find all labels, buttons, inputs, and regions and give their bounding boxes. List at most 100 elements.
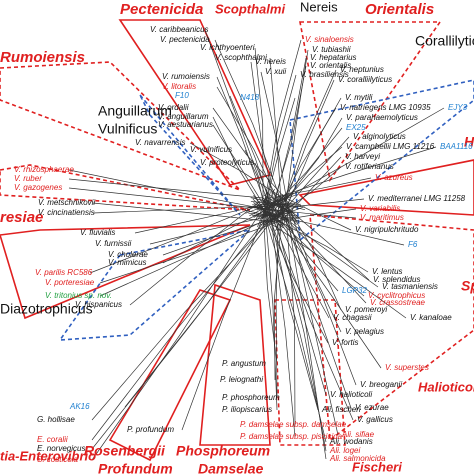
network-edge [263, 211, 329, 344]
species-label: V. cholerae [108, 250, 148, 259]
network-core [252, 198, 284, 229]
network-edge [91, 220, 266, 441]
network-edge [270, 219, 296, 438]
species-label: P. iliopiscarius [222, 405, 272, 414]
species-label: F6 [408, 240, 418, 249]
species-label: V. pectenicida [160, 35, 210, 44]
species-label: V. tubiashii [312, 45, 351, 54]
species-label: V. gazogenes [14, 183, 62, 192]
network-core [262, 191, 271, 227]
network-edge [277, 220, 369, 273]
clade-label: Vulnificus [98, 121, 157, 137]
species-label: EJY3 [448, 103, 468, 112]
network-core [262, 200, 293, 213]
network-core [249, 194, 291, 217]
network-edge [68, 178, 264, 199]
network-core [262, 197, 278, 220]
species-label: V. fortis [332, 338, 359, 347]
network-edges [68, 29, 445, 461]
network-core [253, 202, 287, 226]
species-label: V. aestuarianus [158, 120, 213, 129]
clade-label: Profundum [98, 461, 173, 474]
species-label: V. variabilis [360, 204, 400, 213]
species-label: V. parilis RC586 [35, 268, 93, 277]
network-edge [286, 204, 339, 436]
species-label: V. rhizosphaerae [14, 165, 74, 174]
species-label: V. halioticoli [330, 390, 372, 399]
network-edge [285, 215, 296, 426]
species-label: V. mytili [345, 93, 373, 102]
network-edge [91, 208, 264, 461]
species-label: G. hollisae [37, 415, 75, 424]
network-edge [214, 39, 285, 209]
network-edge [89, 203, 264, 274]
network-edge [282, 79, 335, 211]
network-core [256, 202, 290, 211]
species-label: BAA1116 [440, 142, 473, 151]
network-edge [216, 76, 264, 199]
network-edge [271, 107, 337, 223]
clade-outline [199, 283, 271, 446]
network-edge [149, 216, 268, 245]
clade-label: Fischeri [352, 459, 402, 474]
network-edge [212, 124, 272, 218]
network-core [264, 202, 297, 226]
network-edge [265, 97, 296, 205]
clade-label: H [464, 134, 474, 150]
network-core [250, 201, 302, 208]
species-label: V. porteresiae [45, 278, 95, 287]
network-core [272, 200, 288, 223]
species-label: P. leiognathi [220, 375, 263, 384]
species-label: V. rotiferianus [345, 162, 394, 171]
network-edge [269, 65, 307, 217]
species-label: LGP32 [342, 286, 367, 295]
species-label: V. ezurae [355, 403, 389, 412]
species-label: V. alginolyticus [353, 132, 406, 141]
species-label: N418 [240, 93, 260, 102]
species-label: V. pomeroyi [345, 305, 387, 314]
species-label: Ali. fischeri [321, 405, 361, 414]
network-edge [92, 202, 274, 223]
network-edge [276, 69, 337, 222]
species-label: V. maritimus [360, 213, 404, 222]
species-label: Ali. sifiae [341, 430, 375, 439]
species-label: V. rumoiensis [162, 72, 210, 81]
species-label: V. neptunius [340, 65, 384, 74]
network-edge [267, 200, 319, 411]
network-edge [212, 107, 288, 201]
species-label: V. caribbeanicus [150, 25, 209, 34]
clade-outline [139, 94, 241, 216]
clade-label: tia-Enterovibrio [0, 448, 96, 463]
species-label: V. scophthalmi [215, 53, 267, 62]
network-edge [284, 198, 327, 460]
network-core [254, 206, 305, 226]
network-edge [244, 149, 265, 206]
network-core [259, 203, 301, 226]
species-label: V. splendidus [373, 275, 420, 284]
species-label: P. damselae subsp. piscicida [240, 432, 343, 441]
species-label: V. orientalis [310, 61, 351, 70]
species-label: V. ichthyoenteri [200, 43, 255, 52]
network-edge [275, 206, 279, 399]
species-label: P. profundum [127, 425, 174, 434]
species-label: E. coralii [37, 435, 68, 444]
clade-label: Halioticoli [418, 379, 474, 394]
species-label: V. nereis [255, 57, 286, 66]
species-label: V. hispanicus [75, 300, 122, 309]
network-edge [286, 205, 342, 311]
network-core [266, 191, 298, 222]
network-core [279, 193, 288, 229]
network-edge [260, 71, 287, 200]
clade-label: Diazotrophicus [0, 301, 93, 317]
network-core [268, 201, 293, 225]
species-label: V. tasmaniensis [382, 282, 438, 291]
network-edge [283, 218, 339, 292]
network-core [274, 197, 287, 221]
clade-label: Anguillarum [98, 103, 172, 119]
network-edge [262, 146, 437, 203]
species-label: V. campbellii LMG 11216 [346, 142, 435, 151]
species-label: V. fluvialis [80, 228, 115, 237]
clade-outline [118, 19, 272, 186]
clade-label: resiae [0, 209, 43, 226]
